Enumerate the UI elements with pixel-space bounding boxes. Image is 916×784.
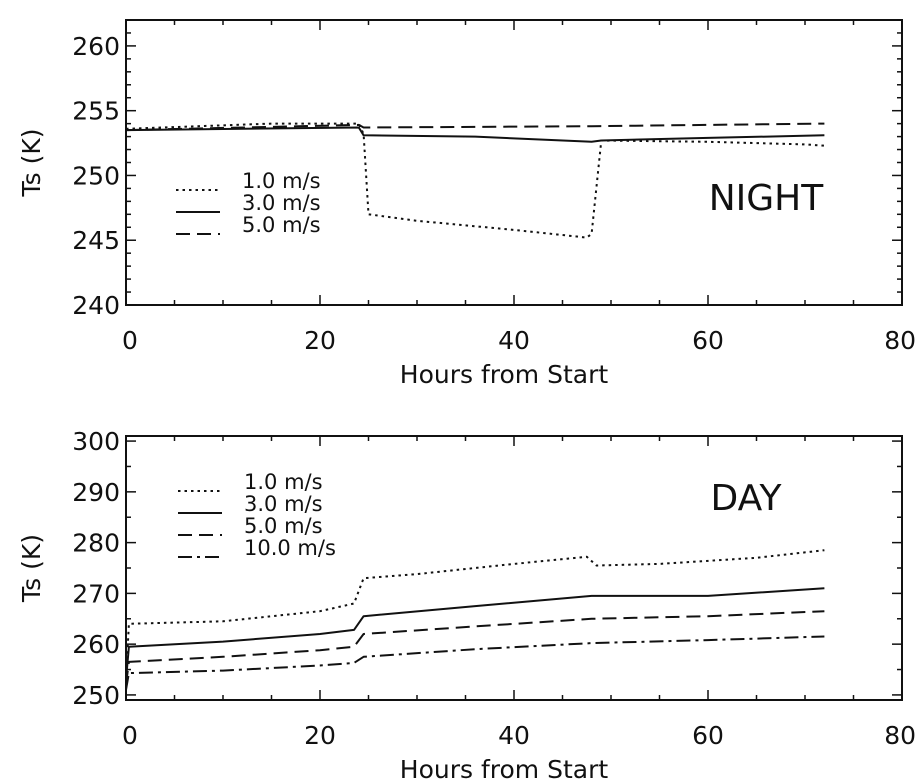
x-tick-label: 60: [692, 326, 724, 355]
series-line-5-0-m-s: [125, 122, 825, 132]
y-tick-label: 255: [72, 97, 120, 126]
series-line-3-0-m-s: [125, 587, 825, 680]
legend-label: 10.0 m/s: [244, 536, 336, 560]
y-tick-label: 240: [72, 291, 120, 320]
x-tick-label: 40: [498, 721, 530, 750]
x-tick-label: 60: [692, 721, 724, 750]
legend-label: 1.0 m/s: [242, 169, 321, 193]
x-tick-label: 0: [122, 326, 138, 355]
x-tick-label: 40: [498, 326, 530, 355]
y-tick-label: 250: [72, 681, 120, 710]
legend-label: 5.0 m/s: [244, 514, 323, 538]
series-line-1-0-m-s: [125, 549, 825, 680]
y-tick-label: 270: [72, 579, 120, 608]
y-tick-label: 280: [72, 529, 120, 558]
y-axis-title: Ts (K): [17, 128, 46, 197]
plot-frame: [125, 19, 903, 306]
y-tick-label: 245: [72, 226, 120, 255]
series-line-10-0-m-s: [125, 635, 825, 690]
series-line-5-0-m-s: [125, 610, 825, 685]
y-tick-label: 260: [72, 32, 120, 61]
x-tick-label: 20: [304, 721, 336, 750]
x-tick-label: 20: [304, 326, 336, 355]
legend-label: 3.0 m/s: [242, 191, 321, 215]
legend-label: 1.0 m/s: [244, 470, 323, 494]
x-tick-label: 0: [122, 721, 138, 750]
x-tick-label: 80: [884, 326, 916, 355]
y-tick-label: 290: [72, 478, 120, 507]
x-axis-title: Hours from Start: [400, 360, 609, 389]
y-tick-label: 300: [72, 427, 120, 456]
x-axis-title: Hours from Start: [400, 755, 609, 784]
legend-label: 5.0 m/s: [242, 213, 321, 237]
plot-frame: [125, 435, 903, 701]
y-axis-title: Ts (K): [17, 534, 46, 603]
day-panel: 0 20 40 60 80 250 260 270 280 290 300 Hours from St…: [17, 427, 916, 784]
series-line-3-0-m-s: [125, 126, 825, 143]
x-tick-label: 80: [884, 721, 916, 750]
legend-label: 3.0 m/s: [244, 492, 323, 516]
y-tick-label: 260: [72, 630, 120, 659]
night-panel: 0 20 40 60 80 240 245 250 255 260 Hours from Start…: [17, 19, 916, 389]
panel-tag: NIGHT: [709, 178, 825, 219]
panel-tag: DAY: [711, 478, 783, 519]
y-tick-label: 250: [72, 161, 120, 190]
